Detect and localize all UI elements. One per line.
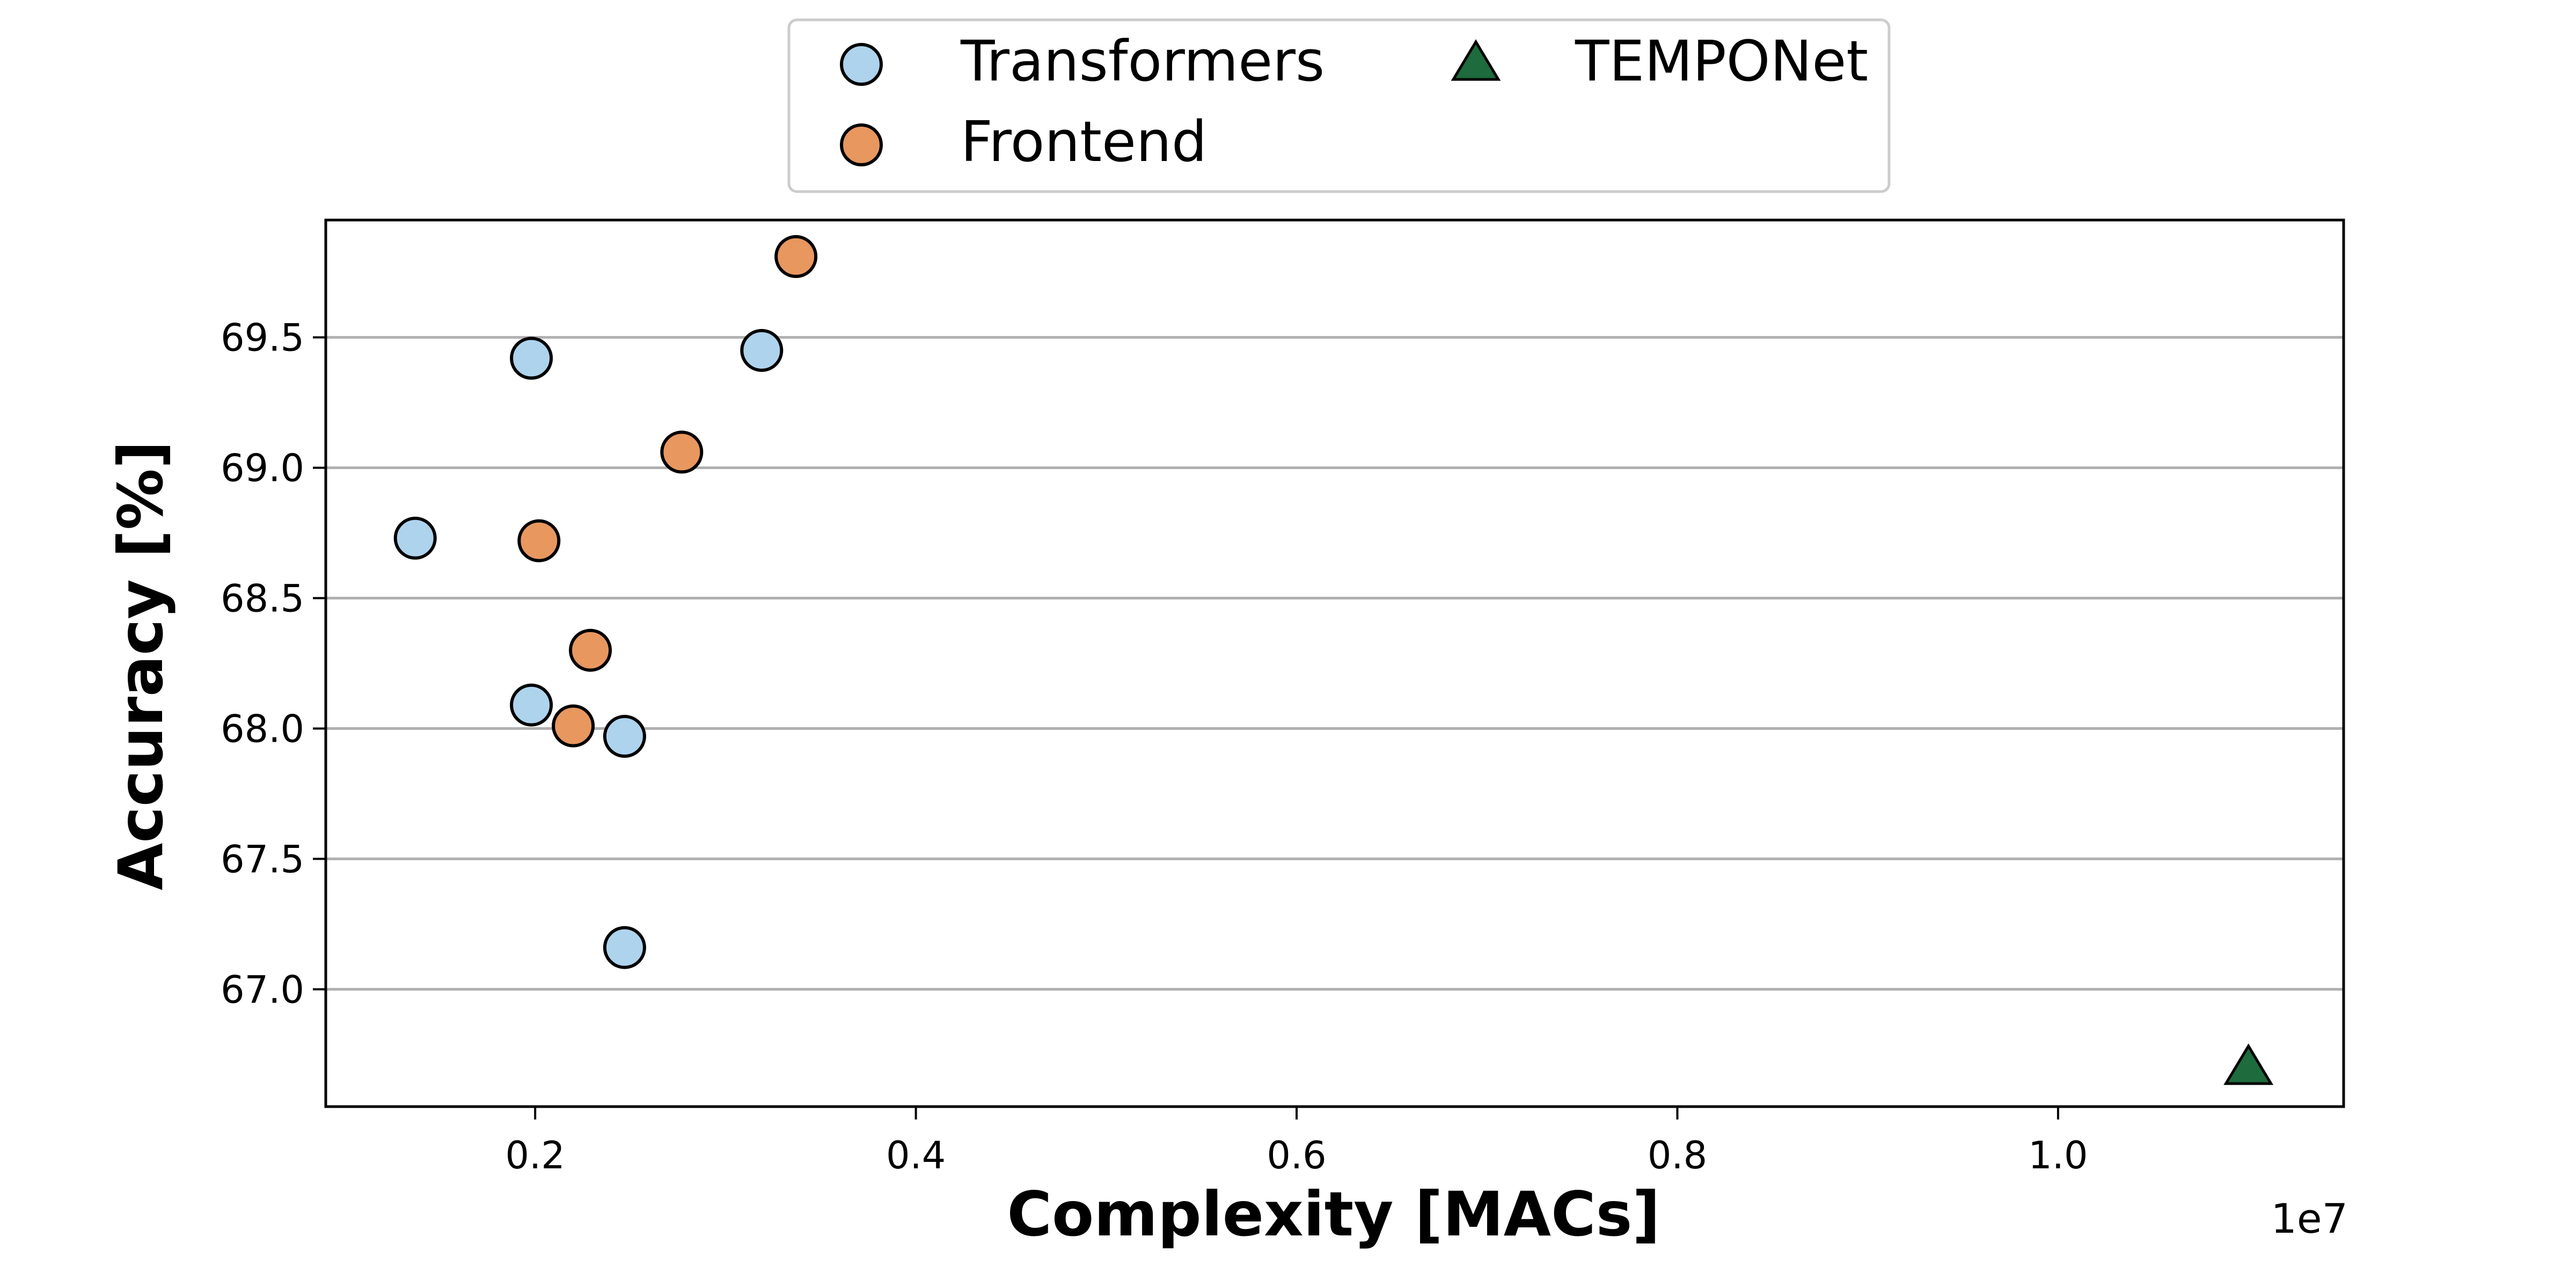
frontend-point [569,628,612,672]
x-axis-offset-label: 1e7 [2271,1195,2348,1242]
transformers-point [510,336,553,380]
y-tick-label: 67.0 [221,968,304,1012]
y-axis-label: Accuracy [%] [105,441,177,890]
x-tick-label: 0.6 [1267,1133,1326,1177]
x-axis-label: Complexity [MACs] [1007,1179,1660,1250]
frontend-point [517,519,561,562]
transformers-point [393,516,437,560]
x-tick-label: 0.8 [1648,1133,1707,1177]
y-tick-label: 69.0 [221,447,304,491]
legend-label-frontend: Frontend [961,109,1207,174]
legend-frame [787,18,1891,193]
transformers-point [510,683,553,727]
temponet-point [2223,1043,2274,1085]
legend-items: Transformers Frontend TEMPONet [840,28,1868,174]
legend-marker-temponet [1451,39,1501,81]
frontend-point [660,430,704,474]
x-axis-ticks: 0.2 0.4 0.6 0.8 1.0 [506,1107,2088,1177]
legend-marker-frontend [840,123,883,166]
frontend-point [552,704,595,748]
x-tick-label: 0.4 [886,1133,946,1177]
x-tick-label: 0.2 [506,1133,565,1177]
y-tick-label: 68.0 [221,707,304,751]
x-tick-label: 1.0 [2028,1133,2088,1177]
grid-lines [326,336,2344,991]
frontend-point [774,235,818,279]
transformers-point [603,715,646,758]
plot-area-frame [324,218,2345,1108]
legend-marker-transformers [840,43,883,86]
y-tick-label: 69.5 [221,316,304,360]
legend-label-transformers: Transformers [960,28,1324,94]
transformers-point [740,328,784,372]
data-points [393,235,2274,1085]
y-axis-ticks: 67.0 67.5 68.0 68.5 69.0 69.5 [221,316,326,1012]
y-tick-label: 68.5 [221,577,304,621]
y-tick-label: 67.5 [221,837,304,881]
transformers-point [603,926,646,969]
legend-label-temponet: TEMPONet [1575,28,1868,94]
legend: Transformers Frontend TEMPONet [787,18,1891,193]
